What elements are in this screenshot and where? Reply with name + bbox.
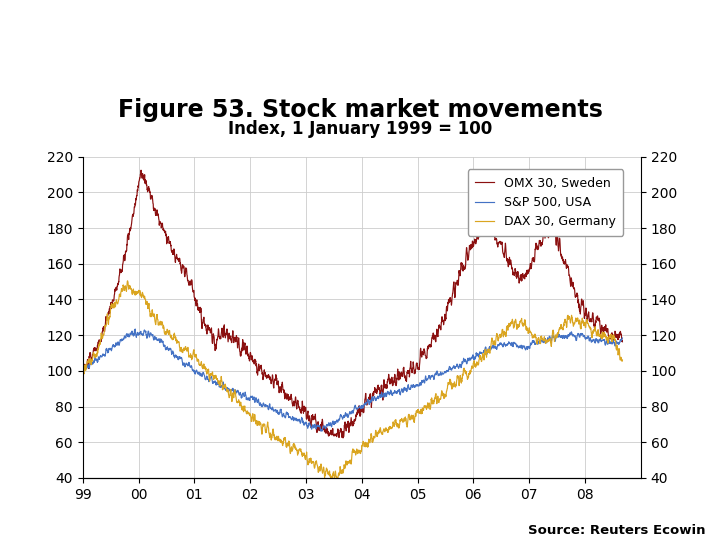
S&P 500, USA [131, 326, 140, 332]
S&P 500, USA [318, 428, 326, 434]
DAX 30, Germany [120, 286, 129, 293]
DAX 30, Germany [618, 357, 626, 363]
DAX 30, Germany [153, 311, 161, 318]
S&P 500, USA [324, 422, 333, 428]
S&P 500, USA [120, 333, 129, 340]
Legend: OMX 30, Sweden, S&P 500, USA, DAX 30, Germany: OMX 30, Sweden, S&P 500, USA, DAX 30, Ge… [468, 169, 624, 236]
Text: Figure 53. Stock market movements: Figure 53. Stock market movements [117, 98, 603, 122]
OMX 30, Sweden [94, 342, 102, 349]
DAX 30, Germany [328, 477, 336, 484]
S&P 500, USA [138, 330, 146, 337]
OMX 30, Sweden [153, 208, 161, 215]
Line: S&P 500, USA: S&P 500, USA [83, 329, 622, 431]
DAX 30, Germany [123, 278, 132, 284]
S&P 500, USA [536, 340, 544, 346]
S&P 500, USA [618, 335, 626, 341]
OMX 30, Sweden [338, 435, 347, 441]
OMX 30, Sweden [618, 339, 626, 345]
OMX 30, Sweden [120, 252, 129, 258]
DAX 30, Germany [94, 350, 102, 356]
DAX 30, Germany [78, 368, 87, 374]
S&P 500, USA [78, 368, 87, 375]
DAX 30, Germany [138, 291, 146, 297]
S&P 500, USA [153, 336, 161, 343]
OMX 30, Sweden [138, 175, 146, 181]
Line: OMX 30, Sweden: OMX 30, Sweden [83, 170, 622, 438]
OMX 30, Sweden [536, 238, 544, 245]
OMX 30, Sweden [78, 365, 87, 372]
Text: Source: Reuters Ecowin: Source: Reuters Ecowin [528, 524, 706, 537]
OMX 30, Sweden [324, 429, 333, 436]
Text: Index, 1 January 1999 = 100: Index, 1 January 1999 = 100 [228, 120, 492, 138]
OMX 30, Sweden [137, 167, 145, 173]
S&P 500, USA [94, 358, 102, 365]
DAX 30, Germany [324, 470, 333, 476]
Line: DAX 30, Germany: DAX 30, Germany [83, 281, 622, 481]
DAX 30, Germany [536, 340, 544, 347]
